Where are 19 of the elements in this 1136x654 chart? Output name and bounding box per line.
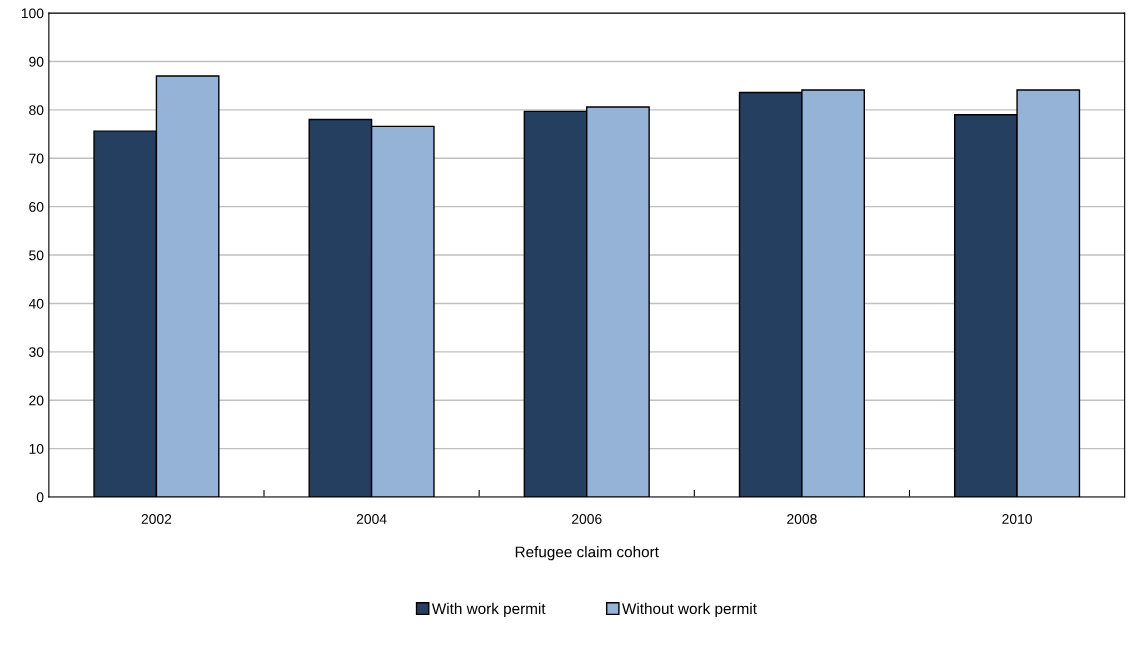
y-tick-label: 10: [29, 443, 44, 454]
x-tick-label: 2008: [787, 514, 817, 524]
y-tick-label: 40: [28, 298, 44, 309]
x-tick-label: 2006: [572, 514, 602, 524]
y-tick-label: 70: [29, 153, 44, 164]
legend-label: Without work permit: [622, 602, 757, 618]
y-tick-label: 80: [29, 105, 44, 116]
x-tick-label: 2004: [356, 514, 387, 524]
y-tick-label: 90: [29, 56, 44, 67]
y-tick-label: 50: [29, 250, 44, 261]
y-tick-label: 0: [36, 492, 44, 503]
x-tick-label: 2010: [1002, 514, 1032, 524]
x-axis-title: Refugee claim cohort: [515, 546, 659, 561]
y-tick-label: 60: [29, 202, 44, 212]
legend-label: With work permit: [431, 602, 546, 618]
x-tick-label: 2002: [141, 514, 172, 524]
y-tick-label: 30: [29, 347, 44, 358]
y-tick-label: 20: [29, 395, 44, 406]
y-tick-label: 100: [21, 8, 44, 19]
